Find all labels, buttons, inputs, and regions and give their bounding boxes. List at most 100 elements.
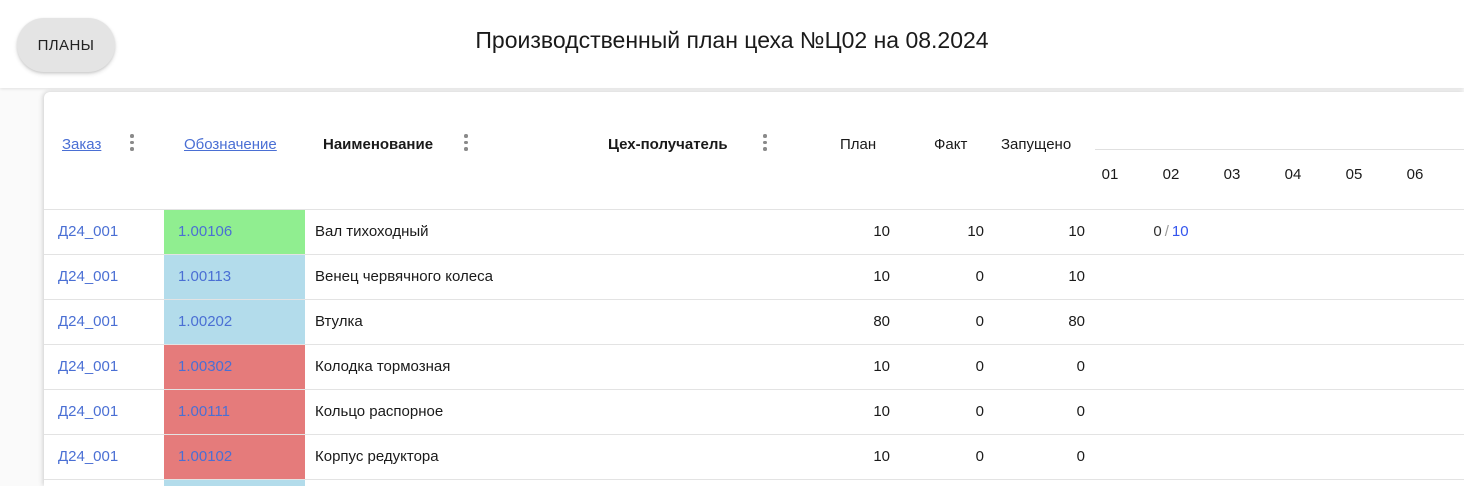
table-row[interactable]: Д24_001 1.00106 Вал тихоходный 10 10 10 0/10	[44, 209, 1464, 254]
cell-day-03	[1212, 345, 1252, 389]
cell-day-06	[1395, 345, 1435, 389]
day-column-header-05: 05	[1345, 166, 1363, 183]
column-header-order[interactable]: Заказ	[62, 136, 102, 153]
cell-designation[interactable]	[164, 480, 305, 486]
cell-workshop	[604, 210, 764, 254]
cell-day-03	[1212, 300, 1252, 344]
cell-plan: 10	[873, 448, 890, 465]
cell-day-01	[1090, 345, 1130, 389]
cell-plan: 10	[873, 358, 890, 375]
cell-order[interactable]: Д24_001	[58, 448, 119, 465]
cell-day-05	[1334, 345, 1374, 389]
cell-day-01	[1090, 210, 1130, 254]
table-row[interactable]: Д24_001 1.00111 Кольцо распорное 10 0 0	[44, 389, 1464, 434]
cell-day-05	[1334, 480, 1374, 486]
cell-day-05	[1334, 300, 1374, 344]
day-column-header-04: 04	[1284, 166, 1302, 183]
cell-designation[interactable]: 1.00102	[164, 435, 305, 479]
cell-day-02	[1151, 345, 1191, 389]
cell-launched	[999, 480, 1085, 486]
column-menu-kebab-icon-order[interactable]	[124, 134, 140, 154]
cell-order[interactable]: Д24_001	[58, 268, 119, 285]
table-row[interactable]	[44, 479, 1464, 486]
cell-designation[interactable]: 1.00111	[164, 390, 305, 434]
column-menu-kebab-icon-workshop[interactable]	[757, 134, 773, 154]
cell-launched: 10	[1068, 268, 1085, 285]
column-header-launched: Запущено	[1001, 136, 1072, 153]
cell-fact: 0	[975, 268, 984, 285]
top-bar: ПЛАНЫ Производственный план цеха №Ц02 на…	[0, 0, 1464, 88]
cell-name: Корпус редуктора	[315, 448, 439, 465]
cell-launched: 80	[1068, 313, 1085, 330]
cell-designation[interactable]: 1.00113	[164, 255, 305, 299]
cell-day-01	[1090, 480, 1130, 486]
cell-day-03	[1212, 255, 1252, 299]
cell-day-04	[1273, 390, 1313, 434]
cell-fact: 0	[975, 403, 984, 420]
day-columns-divider	[1095, 149, 1464, 150]
cell-day-04	[1273, 435, 1313, 479]
cell-fact	[904, 480, 984, 486]
cell-order[interactable]: Д24_001	[58, 223, 119, 240]
column-header-name: Наименование	[323, 136, 434, 153]
cell-name: Вал тихоходный	[315, 223, 429, 240]
day-done-count: 0	[1153, 223, 1162, 240]
cell-day-05	[1334, 435, 1374, 479]
cell-name: Колодка тормозная	[315, 358, 451, 375]
cell-day-01	[1090, 390, 1130, 434]
day-column-header-02: 02	[1162, 166, 1180, 183]
table-row[interactable]: Д24_001 1.00113 Венец червячного колеса 10 0…	[44, 254, 1464, 299]
column-header-fact: Факт	[934, 136, 968, 153]
table-body: Д24_001 1.00106 Вал тихоходный 10 10 10 0/10 Д2…	[44, 209, 1464, 486]
cell-day-01	[1090, 435, 1130, 479]
cell-plan: 10	[873, 223, 890, 240]
cell-launched: 0	[1076, 403, 1085, 420]
cell-designation[interactable]: 1.00106	[164, 210, 305, 254]
cell-workshop	[604, 255, 764, 299]
cell-day-06	[1395, 435, 1435, 479]
cell-day-04	[1273, 210, 1313, 254]
cell-fact: 0	[975, 313, 984, 330]
cell-name: Венец червячного колеса	[315, 268, 493, 285]
plans-button[interactable]: ПЛАНЫ	[17, 18, 115, 72]
cell-day-02	[1151, 435, 1191, 479]
cell-day-05	[1334, 390, 1374, 434]
cell-workshop	[604, 345, 764, 389]
cell-fact: 0	[975, 448, 984, 465]
cell-day-04	[1273, 300, 1313, 344]
cell-day-03	[1212, 390, 1252, 434]
table-row[interactable]: Д24_001 1.00302 Колодка тормозная 10 0 0	[44, 344, 1464, 389]
cell-designation[interactable]: 1.00302	[164, 345, 305, 389]
cell-day-06	[1395, 210, 1435, 254]
table-row[interactable]: Д24_001 1.00102 Корпус редуктора 10 0 0	[44, 434, 1464, 479]
cell-order[interactable]: Д24_001	[58, 358, 119, 375]
table-row[interactable]: Д24_001 1.00202 Втулка 80 0 80	[44, 299, 1464, 344]
cell-day-02	[1151, 255, 1191, 299]
cell-workshop	[604, 480, 764, 486]
cell-plan	[794, 480, 890, 486]
cell-workshop	[604, 435, 764, 479]
cell-day-03	[1212, 480, 1252, 486]
cell-launched: 0	[1076, 358, 1085, 375]
cell-name: Кольцо распорное	[315, 403, 444, 420]
day-column-header-06: 06	[1406, 166, 1424, 183]
cell-day-01	[1090, 255, 1130, 299]
cell-day-06	[1395, 255, 1435, 299]
day-column-header-03: 03	[1223, 166, 1241, 183]
cell-workshop	[604, 390, 764, 434]
cell-designation[interactable]: 1.00202	[164, 300, 305, 344]
cell-day-04	[1273, 480, 1313, 486]
day-total-count[interactable]: 10	[1171, 223, 1189, 240]
cell-order[interactable]: Д24_001	[58, 403, 119, 420]
cell-order[interactable]: Д24_001	[58, 313, 119, 330]
column-menu-kebab-icon-name[interactable]	[458, 134, 474, 154]
cell-day-06	[1395, 480, 1435, 486]
page-title: Производственный план цеха №Ц02 на 08.20…	[475, 27, 989, 53]
cell-day-02	[1151, 480, 1191, 486]
cell-day-02[interactable]: 0/10	[1151, 210, 1191, 254]
cell-launched: 0	[1076, 448, 1085, 465]
table-header-row: Заказ Обозначение Наименование Цех-получате…	[44, 92, 1464, 209]
column-header-designation[interactable]: Обозначение	[184, 136, 277, 153]
cell-day-05	[1334, 255, 1374, 299]
plan-table-card: Заказ Обозначение Наименование Цех-получате…	[44, 92, 1464, 486]
